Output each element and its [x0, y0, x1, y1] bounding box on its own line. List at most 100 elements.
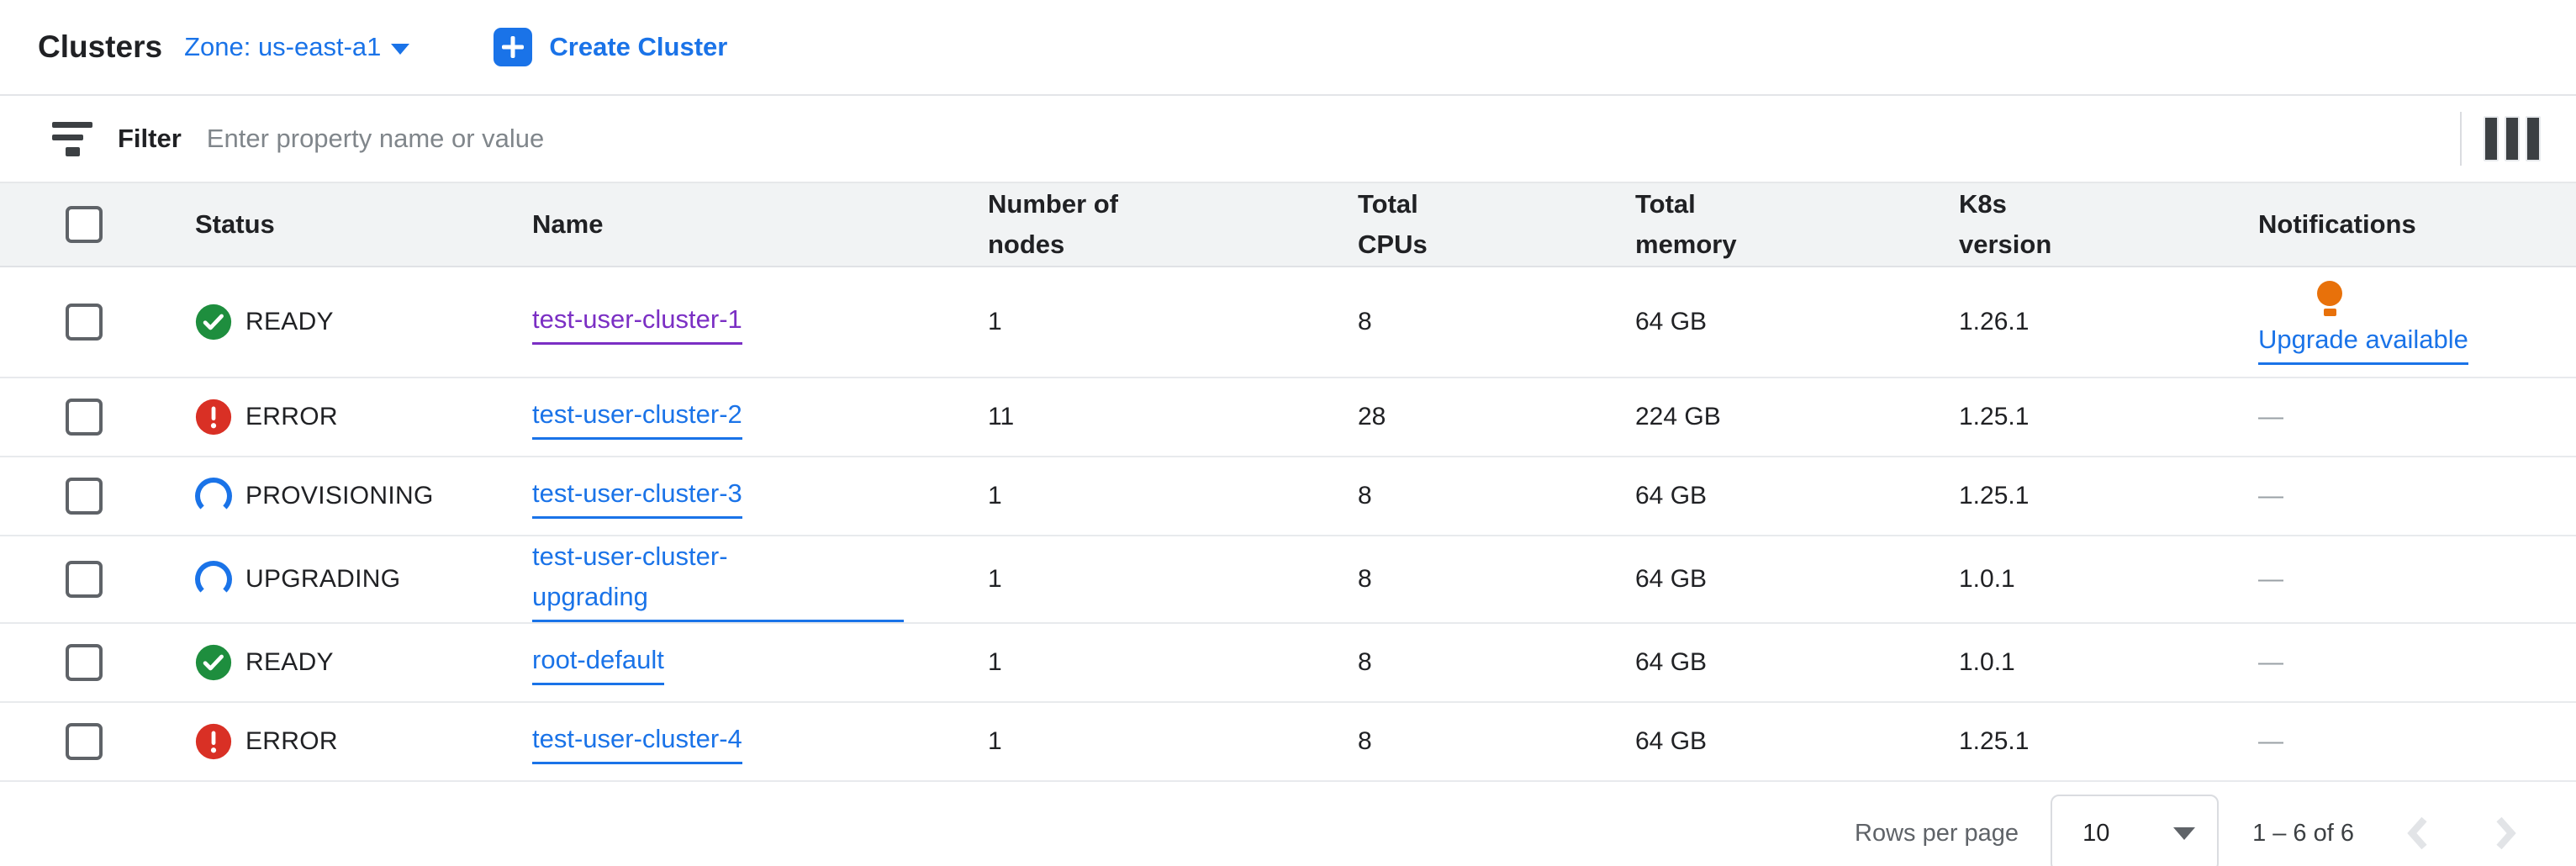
- no-notification-dash: —: [2258, 403, 2283, 431]
- table-body: READY test-user-cluster-1 1 8 64 GB 1.26…: [0, 267, 2576, 783]
- rows-per-page-label: Rows per page: [1855, 819, 2019, 847]
- k8s-version-cell: 1.26.1: [1959, 308, 2030, 336]
- next-page-button[interactable]: [2485, 813, 2522, 853]
- nodes-cell: 1: [988, 308, 1002, 336]
- row-checkbox-cell: [0, 723, 195, 761]
- name-cell: test-user-cluster-1: [532, 299, 988, 346]
- rows-per-page-value: 10: [2082, 819, 2110, 847]
- name-cell: test-user-cluster-4: [532, 719, 988, 765]
- row-checkbox[interactable]: [66, 561, 103, 599]
- status-cell: UPGRADING: [195, 561, 532, 599]
- nodes-cell: 1: [988, 727, 1002, 756]
- check-circle-icon: [195, 304, 232, 341]
- zone-selector[interactable]: Zone: us-east-a1: [184, 32, 410, 62]
- name-cell: test-user-cluster-upgrading: [532, 536, 988, 623]
- cpus-cell: 8: [1358, 308, 1372, 336]
- memory-cell: 64 GB: [1635, 565, 1708, 594]
- no-notification-dash: —: [2258, 648, 2283, 677]
- rows-per-page-select[interactable]: 10: [2051, 795, 2220, 866]
- upgrade-notification: Upgrade available: [2258, 267, 2576, 377]
- notifications-cell: Upgrade available: [2258, 267, 2576, 377]
- memory-cell: 64 GB: [1635, 482, 1708, 510]
- status-cell: READY: [195, 644, 532, 681]
- cpus-cell: 28: [1358, 403, 1386, 431]
- spinner-arc-icon: [195, 561, 232, 599]
- name-cell: test-user-cluster-2: [532, 394, 988, 441]
- column-display-options-icon[interactable]: [2484, 116, 2541, 161]
- chevron-right-icon: [2496, 816, 2516, 850]
- pagination-bar: Rows per page 10 1 – 6 of 6: [0, 782, 2576, 866]
- check-circle-icon: [195, 645, 232, 681]
- name-cell: test-user-cluster-3: [532, 473, 988, 520]
- chevron-down-icon: [391, 43, 410, 55]
- column-header-nodes: Number of nodes: [988, 189, 1118, 259]
- filter-label: Filter: [118, 124, 182, 153]
- create-cluster-button[interactable]: Create Cluster: [494, 28, 727, 66]
- table-row: READY test-user-cluster-1 1 8 64 GB 1.26…: [0, 267, 2576, 379]
- upgrade-available-link[interactable]: Upgrade available: [2258, 319, 2468, 366]
- memory-cell: 64 GB: [1635, 308, 1708, 336]
- select-all-checkbox[interactable]: [66, 206, 103, 243]
- row-checkbox[interactable]: [66, 723, 103, 761]
- notifications-cell: —: [2258, 648, 2576, 677]
- cpus-cell: 8: [1358, 727, 1372, 756]
- cluster-name-link[interactable]: test-user-cluster-4: [532, 719, 742, 765]
- row-checkbox-cell: [0, 561, 195, 599]
- cpus-cell: 8: [1358, 565, 1372, 594]
- cpus-cell: 8: [1358, 482, 1372, 510]
- cpus-cell: 8: [1358, 648, 1372, 677]
- arrow-drop-down-icon: [2173, 826, 2196, 840]
- nodes-cell: 1: [988, 565, 1002, 594]
- k8s-version-cell: 1.25.1: [1959, 727, 2030, 756]
- error-circle-icon: [195, 399, 232, 436]
- row-checkbox-cell: [0, 399, 195, 436]
- row-checkbox-cell: [0, 644, 195, 682]
- notifications-cell: —: [2258, 482, 2576, 510]
- status-cell: ERROR: [195, 399, 532, 436]
- memory-cell: 224 GB: [1635, 403, 1721, 431]
- notifications-cell: —: [2258, 565, 2576, 594]
- cluster-name-link[interactable]: root-default: [532, 640, 664, 686]
- chevron-left-icon: [2407, 816, 2427, 850]
- status-label: ERROR: [245, 727, 338, 756]
- error-circle-icon: [195, 724, 232, 760]
- table-header-row: Status Name Number of nodes Total CPUs Total me…: [0, 182, 2576, 267]
- status-label: PROVISIONING: [245, 482, 434, 510]
- filter-input[interactable]: [206, 124, 2443, 154]
- page-title: Clusters: [38, 29, 163, 64]
- zone-label: Zone: us-east-a1: [184, 32, 382, 61]
- column-header-memory: Total memory: [1635, 189, 1737, 259]
- table-row: READY root-default 1 8 64 GB 1.0.1 —: [0, 624, 2576, 704]
- cluster-name-link[interactable]: test-user-cluster-2: [532, 394, 742, 441]
- table-row: UPGRADING test-user-cluster-upgrading 1 …: [0, 536, 2576, 625]
- no-notification-dash: —: [2258, 482, 2283, 510]
- status-label: UPGRADING: [245, 565, 401, 594]
- name-cell: root-default: [532, 640, 988, 686]
- filter-icon: [52, 121, 92, 156]
- status-label: READY: [245, 308, 334, 336]
- row-checkbox[interactable]: [66, 478, 103, 515]
- column-header-cpus: Total CPUs: [1358, 189, 1428, 259]
- cluster-name-link[interactable]: test-user-cluster-3: [532, 473, 742, 520]
- nodes-cell: 1: [988, 482, 1002, 510]
- notifications-cell: —: [2258, 403, 2576, 431]
- row-checkbox[interactable]: [66, 399, 103, 436]
- status-cell: PROVISIONING: [195, 478, 532, 515]
- k8s-version-cell: 1.0.1: [1959, 648, 2015, 677]
- row-checkbox[interactable]: [66, 644, 103, 682]
- k8s-version-cell: 1.25.1: [1959, 482, 2030, 510]
- status-cell: READY: [195, 304, 532, 341]
- cluster-name-link[interactable]: test-user-cluster-upgrading: [532, 536, 904, 623]
- page-range-label: 1 – 6 of 6: [2252, 819, 2354, 847]
- column-header-k8s: K8s version: [1959, 189, 2052, 259]
- memory-cell: 64 GB: [1635, 727, 1708, 756]
- previous-page-button[interactable]: [2401, 813, 2438, 853]
- status-label: READY: [245, 648, 334, 677]
- column-header-notifications: Notifications: [2258, 209, 2416, 239]
- toolbar-divider: [2460, 112, 2462, 166]
- k8s-version-cell: 1.25.1: [1959, 403, 2030, 431]
- lightbulb-icon: [2317, 281, 2342, 316]
- row-checkbox[interactable]: [66, 304, 103, 341]
- cluster-name-link[interactable]: test-user-cluster-1: [532, 299, 742, 346]
